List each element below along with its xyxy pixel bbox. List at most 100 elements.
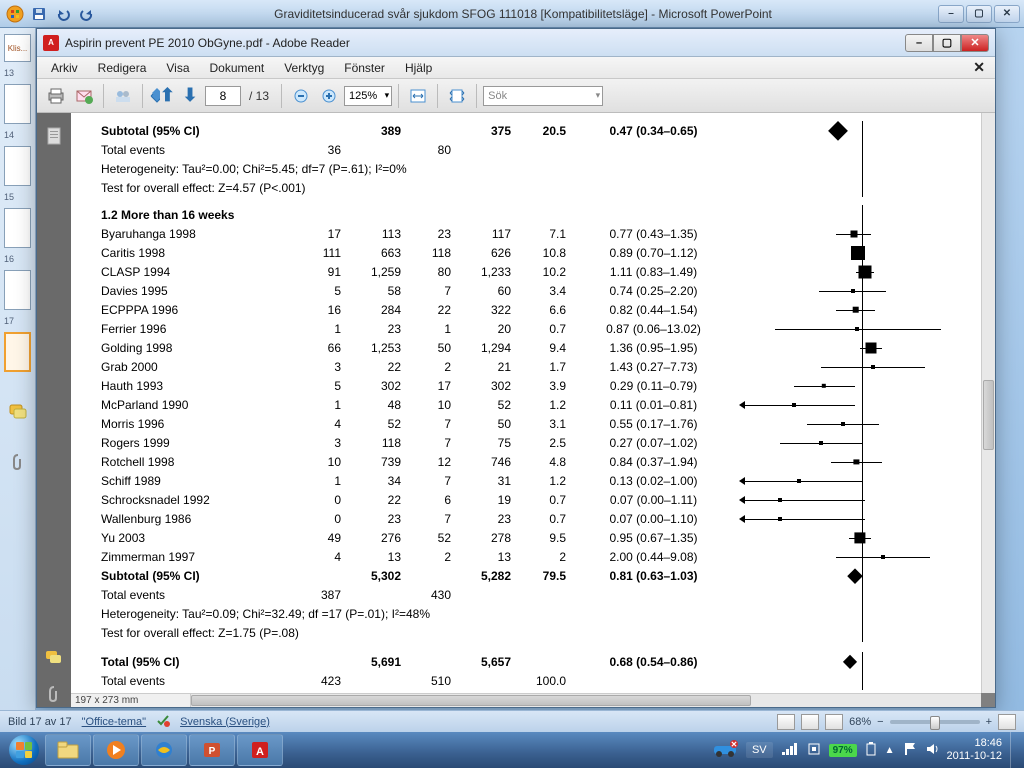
- menu-visa[interactable]: Visa: [156, 59, 199, 77]
- cell-N2: 302: [451, 379, 511, 393]
- task-explorer[interactable]: [45, 734, 91, 766]
- zoom-slider[interactable]: [890, 720, 980, 724]
- normal-view-icon[interactable]: [777, 714, 795, 730]
- slide-thumbnail[interactable]: [4, 332, 31, 372]
- start-button[interactable]: [4, 734, 44, 766]
- adobe-minimize-button[interactable]: –: [905, 34, 933, 52]
- forest-plot-cell: [741, 376, 941, 395]
- collaborate-icon[interactable]: [110, 83, 136, 109]
- slide-thumbnail[interactable]: [4, 270, 31, 310]
- cell-n2: 17: [401, 379, 451, 393]
- cell-N1: 1,253: [341, 341, 401, 355]
- office-button[interactable]: [4, 3, 26, 25]
- volume-tray-icon[interactable]: [925, 742, 939, 759]
- cell-n1: 4: [291, 550, 341, 564]
- menu-redigera[interactable]: Redigera: [88, 59, 157, 77]
- task-ie[interactable]: [141, 734, 187, 766]
- next-page-icon[interactable]: ⬇: [177, 83, 203, 109]
- zoom-in-button[interactable]: +: [986, 716, 992, 728]
- redo-icon[interactable]: [76, 3, 98, 25]
- prev-page-icon[interactable]: ⬆: [149, 83, 175, 109]
- zoom-out-icon[interactable]: [288, 83, 314, 109]
- zoom-level-dropdown[interactable]: 125%: [344, 86, 392, 106]
- pages-panel-icon[interactable]: [41, 123, 67, 149]
- close-button[interactable]: ✕: [994, 5, 1020, 23]
- cell-wt: 4.8: [511, 455, 566, 469]
- print-icon[interactable]: [43, 83, 69, 109]
- cell-or: 0.89 (0.70–1.12): [566, 246, 741, 260]
- theme-link[interactable]: "Office-tema": [82, 716, 146, 728]
- save-icon[interactable]: [28, 3, 50, 25]
- cell-n1: 5: [291, 284, 341, 298]
- language-indicator[interactable]: SV: [746, 742, 773, 758]
- adobe-close-button[interactable]: ✕: [961, 34, 989, 52]
- adobe-toolbar: ⬆ ⬇ / 13 125% Sök: [37, 79, 995, 113]
- cell-n2: 7: [401, 512, 451, 526]
- fit-width-icon[interactable]: [405, 83, 431, 109]
- task-media-player[interactable]: [93, 734, 139, 766]
- car-tray-icon[interactable]: ✕: [712, 740, 738, 761]
- task-powerpoint[interactable]: P: [189, 734, 235, 766]
- forest-plot-cell: [741, 490, 941, 509]
- cell-n1: 4: [291, 417, 341, 431]
- clock[interactable]: 18:46 2011-10-12: [947, 737, 1002, 763]
- slide-thumbnail[interactable]: [4, 208, 31, 248]
- battery-indicator[interactable]: 97%: [829, 744, 857, 757]
- restore-button[interactable]: ▢: [966, 5, 992, 23]
- comments-icon[interactable]: [8, 402, 28, 422]
- clipboard-section[interactable]: Klis...: [4, 34, 31, 62]
- menu-arkiv[interactable]: Arkiv: [41, 59, 88, 77]
- email-icon[interactable]: [71, 83, 97, 109]
- slideshow-view-icon[interactable]: [825, 714, 843, 730]
- fit-window-icon[interactable]: [998, 714, 1016, 730]
- menu-hjälp[interactable]: Hjälp: [395, 59, 442, 77]
- cell-N2: 23: [451, 512, 511, 526]
- network-tray-icon[interactable]: [781, 742, 799, 759]
- language-link[interactable]: Svenska (Sverige): [180, 716, 270, 728]
- fit-page-icon[interactable]: [444, 83, 470, 109]
- zoom-out-button[interactable]: −: [877, 716, 883, 728]
- cell-N2: 746: [451, 455, 511, 469]
- adobe-sidebar: [37, 113, 71, 707]
- arrow-tray-icon[interactable]: ▲: [885, 745, 895, 756]
- cell-wt: 10.8: [511, 246, 566, 260]
- comments-panel-icon[interactable]: [41, 645, 67, 671]
- slide-thumbnail[interactable]: [4, 84, 31, 124]
- minimize-button[interactable]: –: [938, 5, 964, 23]
- menu-fönster[interactable]: Fönster: [334, 59, 395, 77]
- cell-or: 2.00 (0.44–9.08): [566, 550, 741, 564]
- cell-or: 0.95 (0.67–1.35): [566, 531, 741, 545]
- slide-thumbnail[interactable]: [4, 146, 31, 186]
- adobe-maximize-button[interactable]: ▢: [933, 34, 961, 52]
- cell-N2: 75: [451, 436, 511, 450]
- powerpoint-title: Graviditetsinducerad svår sjukdom SFOG 1…: [108, 7, 938, 21]
- forest-plot-cell: [741, 585, 941, 604]
- attachments-icon[interactable]: [8, 452, 28, 472]
- scrollbar-horizontal[interactable]: [71, 693, 981, 707]
- spellcheck-icon[interactable]: [156, 713, 170, 730]
- power-tray-icon[interactable]: [865, 742, 877, 759]
- undo-icon[interactable]: [52, 3, 74, 25]
- cell-N1: 389: [341, 124, 401, 138]
- search-input[interactable]: Sök: [483, 86, 603, 106]
- page-number-input[interactable]: [205, 86, 241, 106]
- task-adobe-reader[interactable]: A: [237, 734, 283, 766]
- adobe-doc-close-icon[interactable]: ✕: [973, 59, 991, 76]
- cell-n1: 49: [291, 531, 341, 545]
- zoom-in-icon[interactable]: [316, 83, 342, 109]
- menu-dokument[interactable]: Dokument: [200, 59, 275, 77]
- cell-N1: 663: [341, 246, 401, 260]
- cell-or: 0.87 (0.06–13.02): [566, 322, 741, 336]
- show-desktop-button[interactable]: [1010, 732, 1020, 768]
- menu-verktyg[interactable]: Verktyg: [274, 59, 334, 77]
- sorter-view-icon[interactable]: [801, 714, 819, 730]
- forest-plot-row: CLASP 1994911,259801,23310.21.11 (0.83–1…: [101, 262, 961, 281]
- attachments-panel-icon[interactable]: [41, 681, 67, 707]
- cell-wt: 100.0: [511, 674, 566, 688]
- flag-tray-icon[interactable]: [903, 742, 917, 759]
- device-tray-icon[interactable]: [807, 742, 821, 759]
- cell-or: 1.43 (0.27–7.73): [566, 360, 741, 374]
- scrollbar-vertical[interactable]: [981, 113, 995, 693]
- cell-study: Golding 1998: [101, 341, 291, 355]
- adobe-titlebar[interactable]: A Aspirin prevent PE 2010 ObGyne.pdf - A…: [37, 29, 995, 57]
